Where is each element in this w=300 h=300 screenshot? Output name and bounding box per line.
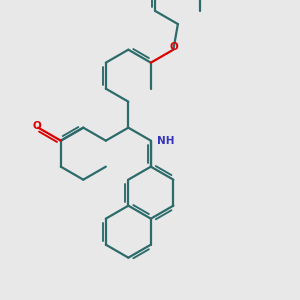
Text: NH: NH bbox=[157, 136, 174, 146]
Text: O: O bbox=[32, 121, 41, 131]
Text: O: O bbox=[170, 42, 178, 52]
